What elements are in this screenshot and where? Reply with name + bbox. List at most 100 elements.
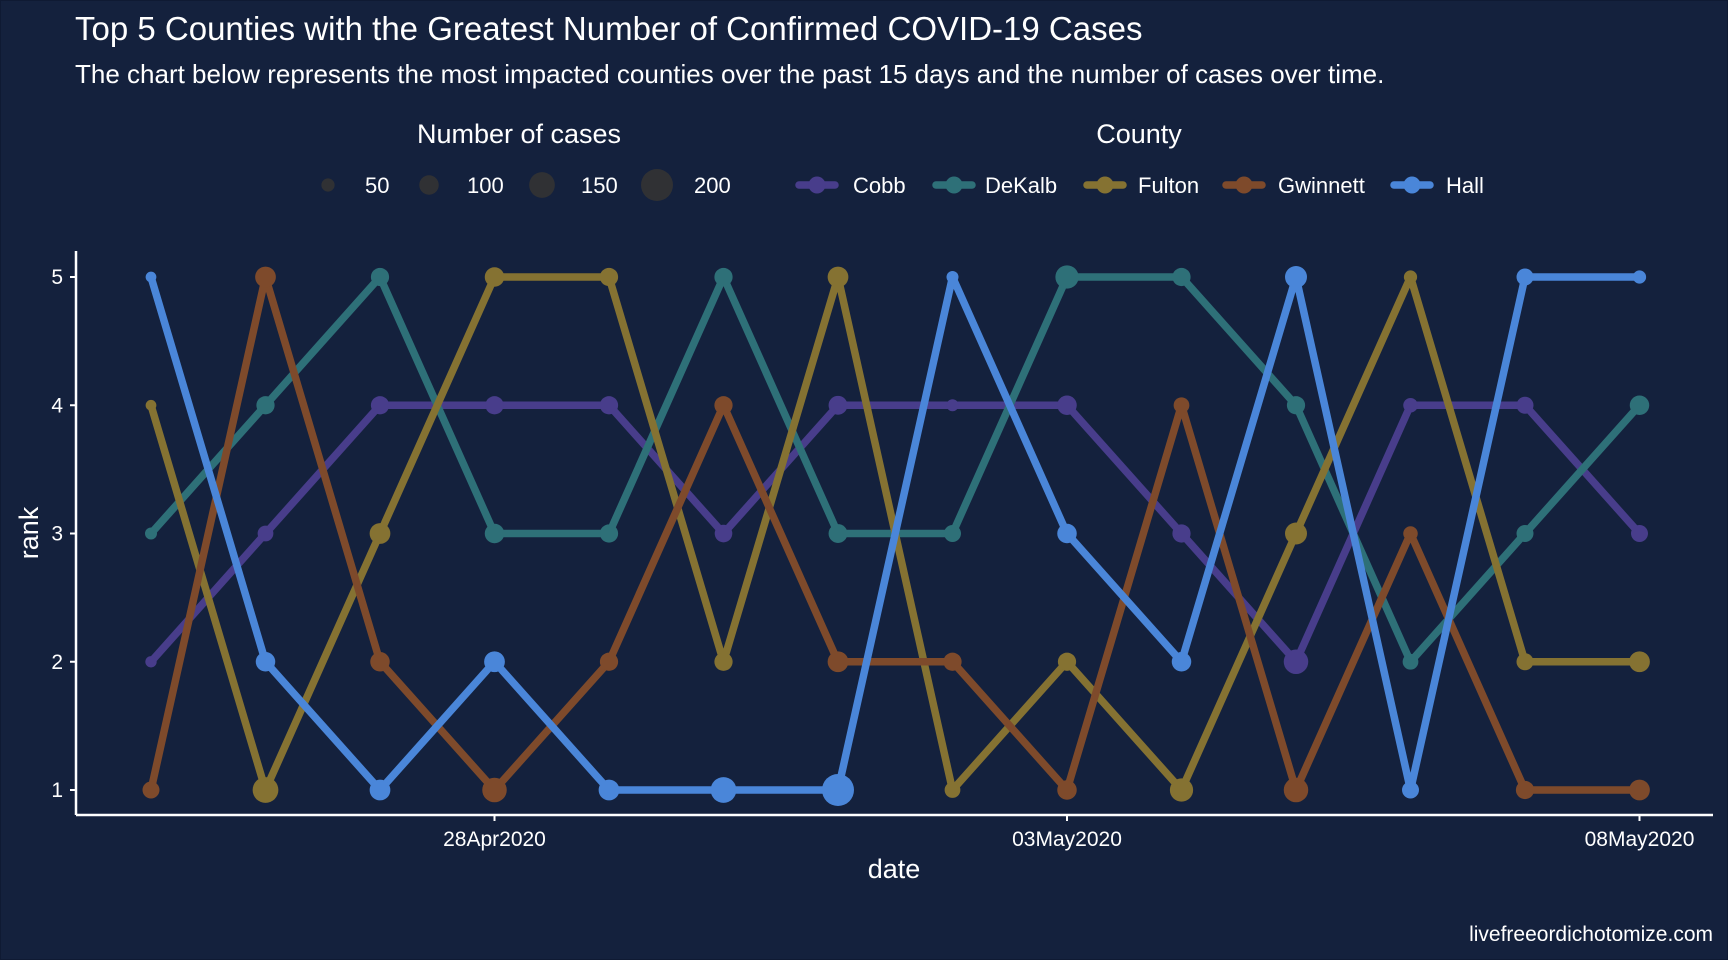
point-dekalb <box>828 524 848 543</box>
size-legend-label: 50 <box>365 173 389 198</box>
point-fulton <box>714 652 733 671</box>
color-legend-title: County <box>1096 119 1182 149</box>
point-hall <box>946 271 959 283</box>
point-cobb <box>599 396 619 415</box>
point-gwinnett <box>482 777 507 803</box>
color-legend-dot <box>1235 176 1253 194</box>
color-legend: Cobb DeKalb Fulton Gwinnett Hall <box>795 173 1484 198</box>
point-gwinnett <box>142 781 160 799</box>
y-tick-label: 4 <box>51 394 63 417</box>
point-fulton <box>484 267 505 287</box>
point-cobb <box>145 656 157 668</box>
point-hall <box>710 777 737 803</box>
point-gwinnett <box>1173 397 1190 414</box>
x-ticks: 28Apr2020 03May2020 08May2020 <box>443 815 1694 851</box>
point-fulton <box>252 777 279 803</box>
point-hall <box>1632 270 1647 284</box>
point-dekalb <box>484 523 505 544</box>
color-legend-label: DeKalb <box>985 173 1057 198</box>
series-line-hall <box>147 273 1644 794</box>
point-hall <box>1171 652 1192 672</box>
size-legend: 50 100 150 200 <box>321 169 731 201</box>
point-hall <box>1516 268 1534 286</box>
point-cobb <box>1283 649 1309 674</box>
color-legend-label: Gwinnett <box>1278 173 1365 198</box>
series-line-cobb <box>147 401 1644 666</box>
point-dekalb <box>1286 396 1306 415</box>
point-dekalb <box>1172 267 1191 287</box>
chart-subtitle: The chart below represents the most impa… <box>75 59 1384 89</box>
point-hall <box>145 271 157 283</box>
point-cobb <box>1631 525 1648 542</box>
y-axis-label: rank <box>14 506 44 559</box>
point-dekalb <box>370 267 390 287</box>
color-legend-dot <box>1403 176 1421 194</box>
x-tick-label: 28Apr2020 <box>443 828 546 851</box>
y-tick-label: 3 <box>51 523 63 546</box>
point-gwinnett <box>1629 779 1650 801</box>
point-hall <box>1402 781 1419 799</box>
point-dekalb <box>944 525 961 542</box>
point-fulton <box>369 523 391 544</box>
point-fulton <box>599 267 619 287</box>
point-fulton <box>1169 778 1194 802</box>
point-gwinnett <box>255 266 276 288</box>
point-fulton <box>1057 652 1077 671</box>
point-dekalb <box>256 396 275 415</box>
size-legend-key <box>321 178 335 192</box>
point-cobb <box>370 396 390 415</box>
point-fulton <box>145 399 157 411</box>
axes: 1 2 3 4 5 28Apr2020 03May2020 08May2020 <box>51 251 1713 851</box>
point-fulton <box>827 266 849 288</box>
size-legend-label: 150 <box>581 173 618 198</box>
series-points <box>142 265 1650 806</box>
point-cobb <box>1403 398 1418 413</box>
point-hall <box>369 779 391 801</box>
point-cobb <box>1516 396 1534 414</box>
point-cobb <box>828 395 848 415</box>
point-gwinnett <box>599 652 619 671</box>
chart-title: Top 5 Counties with the Greatest Number … <box>75 10 1142 47</box>
x-tick-label: 08May2020 <box>1585 828 1695 851</box>
color-legend-label: Hall <box>1446 173 1484 198</box>
point-fulton <box>944 782 961 798</box>
point-cobb <box>485 396 504 415</box>
point-dekalb <box>1629 395 1650 415</box>
size-legend-title: Number of cases <box>417 119 621 149</box>
point-dekalb <box>1516 525 1534 542</box>
size-legend-label: 100 <box>467 173 504 198</box>
point-cobb <box>1057 395 1077 415</box>
point-gwinnett <box>370 652 390 672</box>
point-dekalb <box>1055 265 1079 289</box>
x-axis-label: date <box>868 854 921 884</box>
point-gwinnett <box>1283 777 1309 803</box>
y-ticks: 1 2 3 4 5 <box>51 266 76 802</box>
point-gwinnett <box>714 396 733 415</box>
color-legend-dot <box>808 176 826 194</box>
size-legend-key <box>529 172 555 198</box>
point-gwinnett <box>1515 780 1535 800</box>
point-hall <box>822 774 854 806</box>
series-lines <box>147 273 1644 794</box>
y-tick-label: 1 <box>51 779 63 802</box>
point-cobb <box>946 399 959 412</box>
point-hall <box>1057 523 1077 544</box>
chart-caption: livefreeordichotomize.com <box>1469 923 1713 946</box>
point-fulton <box>1516 653 1534 671</box>
size-legend-key <box>641 169 673 201</box>
point-dekalb <box>599 524 619 543</box>
point-fulton <box>1285 522 1307 545</box>
x-tick-label: 03May2020 <box>1012 828 1122 851</box>
point-fulton <box>1403 270 1418 284</box>
point-hall <box>1285 266 1307 288</box>
point-hall <box>484 651 505 673</box>
point-cobb <box>1172 524 1191 543</box>
series-line-gwinnett <box>147 273 1644 794</box>
size-legend-label: 200 <box>694 173 731 198</box>
y-tick-label: 2 <box>51 651 63 674</box>
point-cobb <box>714 524 733 543</box>
point-gwinnett <box>943 652 962 671</box>
color-legend-label: Fulton <box>1138 173 1199 198</box>
point-gwinnett <box>1057 780 1077 800</box>
